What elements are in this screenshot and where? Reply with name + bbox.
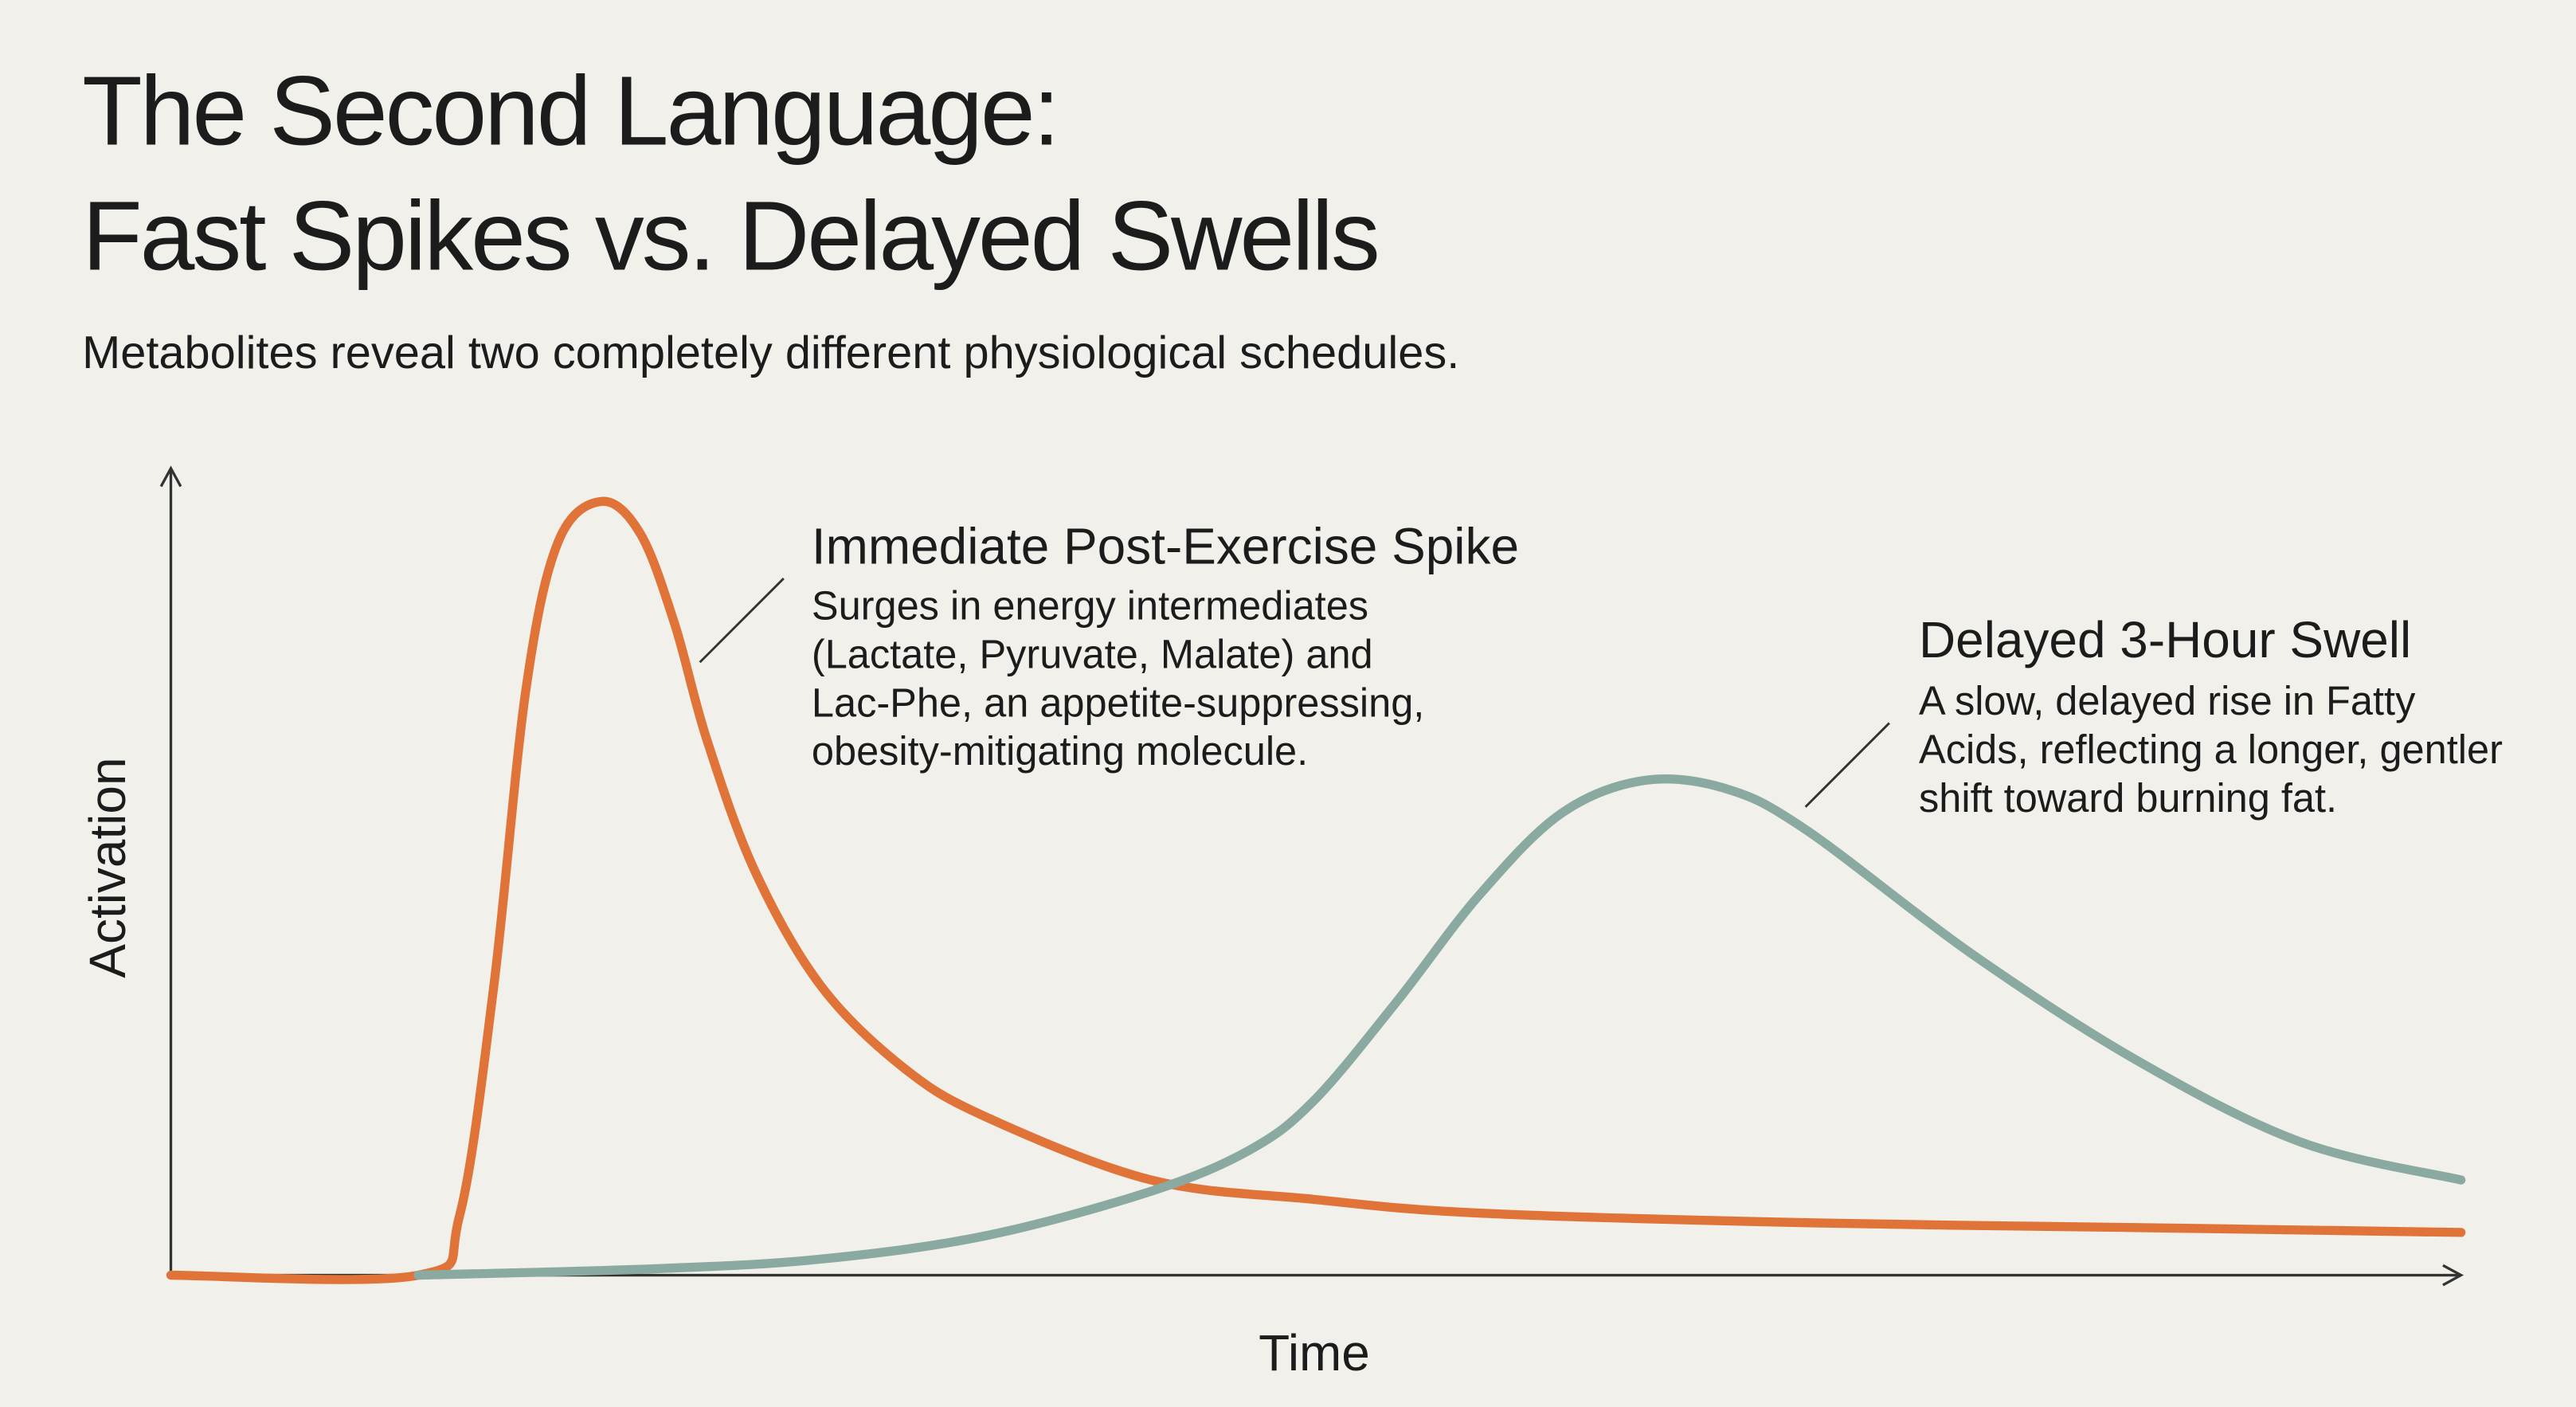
leader-line xyxy=(1804,722,1890,808)
leader-line xyxy=(699,578,785,664)
annotation-text: (Lactate, Pyruvate, Malate) and xyxy=(812,631,1373,676)
annotation-title: Delayed 3-Hour Swell xyxy=(1919,611,2411,668)
annotation-text: Acids, reflecting a longer, gentler xyxy=(1919,727,2503,772)
y-axis-arrow xyxy=(159,465,182,488)
annotation-text: obesity-mitigating molecule. xyxy=(812,728,1308,774)
leaders xyxy=(699,578,1890,808)
annotation-title: Immediate Post-Exercise Spike xyxy=(812,517,1519,574)
annotation-text: Surges in energy intermediates xyxy=(812,583,1368,629)
annotation-text: Lac-Phe, an appetite-suppressing, xyxy=(812,680,1424,725)
x-axis-arrow xyxy=(2442,1264,2464,1287)
annotation-text: shift toward burning fat. xyxy=(1919,775,2337,821)
chart-title: The Second Language: xyxy=(82,57,1058,167)
line-series xyxy=(413,774,2466,1280)
chart-title: Fast Spikes vs. Delayed Swells xyxy=(82,181,1378,291)
annotation-text: A slow, delayed rise in Fatty xyxy=(1919,678,2416,723)
x-axis-label: Time xyxy=(1259,1324,1370,1382)
y-axis-label: Activation xyxy=(79,757,136,978)
line-series xyxy=(166,496,2466,1284)
chart-subtitle: Metabolites reveal two completely differ… xyxy=(82,327,1459,378)
